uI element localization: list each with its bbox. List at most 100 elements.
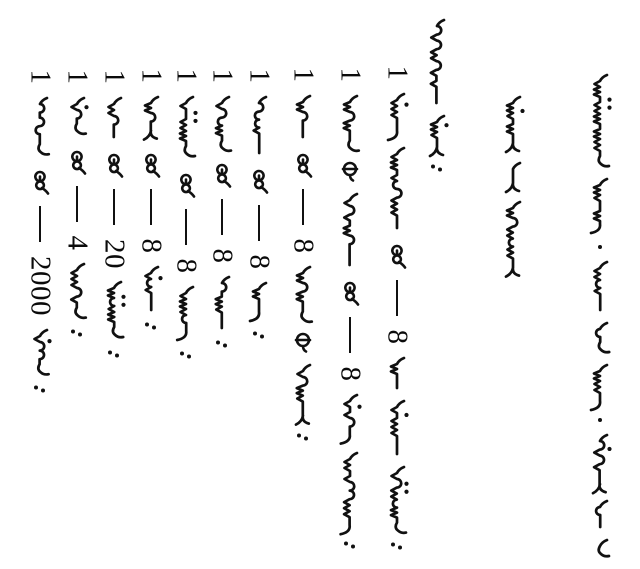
number-text: 8: [135, 238, 168, 254]
mongolian-comma: [594, 243, 606, 251]
number-1: 1: [287, 65, 320, 85]
mongolian-word-bol: [64, 145, 90, 175]
intro-line-2: [500, 95, 526, 278]
mongolian-word: [587, 538, 613, 558]
mongolian-word: [337, 451, 363, 536]
conversion-item-10: 1 2000: [24, 67, 57, 394]
mongolian-full-stop: [388, 541, 406, 551]
mongolian-full-stop: [341, 540, 359, 550]
mongolian-word: [587, 433, 613, 495]
mongolian-word: [246, 281, 272, 323]
equals-dash: [149, 189, 153, 225]
equals-dash: [220, 199, 224, 235]
mongolian-word: [500, 95, 526, 154]
equals-dash: [301, 189, 305, 225]
mongolian-full-stop: [142, 321, 160, 331]
mongolian-word: [587, 73, 613, 168]
mongolian-full-stop: [428, 163, 446, 173]
mongolian-word: [384, 465, 410, 535]
mongolian-word: [424, 114, 450, 158]
mongolian-word: [587, 363, 613, 412]
number-1: 1: [335, 65, 367, 85]
number-text: 20: [98, 238, 131, 269]
mongolian-full-stop: [68, 328, 86, 338]
mongolian-word: [587, 177, 613, 235]
mongolian-word: [337, 393, 363, 445]
equals-dash: [395, 280, 399, 316]
mongolian-comma: [594, 416, 606, 424]
equals-dash: [184, 209, 188, 245]
number-1: 1: [61, 67, 94, 87]
number-20: 20: [98, 236, 131, 271]
mongolian-full-stop: [213, 339, 231, 349]
mongolian-word: [64, 262, 90, 320]
mongolian-word: [101, 280, 127, 340]
number-8: 8: [206, 246, 239, 266]
number-1: 1: [99, 67, 131, 87]
mongolian-word: [384, 146, 410, 230]
mongolian-word: [500, 200, 526, 278]
mongolian-word: [337, 94, 363, 153]
number-text: 1: [206, 68, 239, 84]
mongolian-word: [27, 96, 53, 156]
mongolian-word-bol: [384, 239, 410, 269]
mongolian-word: [337, 192, 363, 267]
mongolian-word-bol: [173, 168, 199, 198]
mongolian-full-stop: [294, 432, 312, 442]
number-1: 1: [206, 66, 239, 86]
mongolian-word: [500, 161, 526, 194]
number-text: 8: [243, 254, 276, 270]
mongolian-word-genitive: [290, 332, 316, 354]
equals-dash: [38, 206, 42, 242]
number-8: 8: [135, 236, 168, 256]
number-8: 8: [381, 327, 414, 347]
mongolian-word: [246, 95, 272, 155]
mongolian-word-bol: [138, 148, 164, 178]
number-text: 1: [61, 69, 94, 85]
number-text: 8: [381, 329, 414, 345]
mongolian-word: [173, 285, 199, 342]
mongolian-word: [384, 399, 410, 456]
number-text: 1: [287, 67, 320, 83]
mongolian-full-stop: [31, 384, 49, 394]
mongolian-word-genitive: [337, 161, 363, 183]
number-8: 8: [171, 256, 203, 276]
number-1: 1: [170, 66, 203, 86]
mongolian-word: [384, 92, 410, 142]
mongolian-word-bol: [290, 148, 316, 178]
mongolian-word: [587, 499, 613, 529]
number-text: 1: [170, 68, 203, 84]
number-1: 1: [135, 66, 168, 86]
equals-dash: [112, 189, 116, 225]
number-8: 8: [335, 364, 367, 384]
conversion-item-8: 1 20: [98, 67, 131, 359]
number-text: 1: [135, 68, 168, 84]
mongolian-full-stop: [177, 350, 195, 360]
mongolian-word: [290, 265, 316, 324]
mongolian-word-bol: [209, 158, 235, 188]
number-text: 4: [61, 235, 94, 251]
mongolian-word: [101, 96, 127, 139]
number-2000: 2000: [24, 253, 57, 319]
mongolian-word: [587, 321, 613, 354]
equals-dash: [75, 186, 79, 222]
mongolian-word: [290, 94, 316, 139]
number-1: 1: [24, 67, 57, 87]
mongolian-word: [209, 275, 235, 330]
mongolian-word-bol: [101, 148, 127, 178]
number-8: 8: [288, 236, 320, 256]
mongolian-word: [384, 356, 410, 390]
mongolian-word: [587, 260, 613, 312]
number-text: 8: [206, 248, 239, 264]
mongolian-word: [27, 328, 53, 376]
number-text: 2000: [24, 256, 57, 316]
number-text: 1: [24, 69, 57, 85]
mongolian-word: [173, 95, 199, 159]
equals-dash: [257, 205, 261, 241]
